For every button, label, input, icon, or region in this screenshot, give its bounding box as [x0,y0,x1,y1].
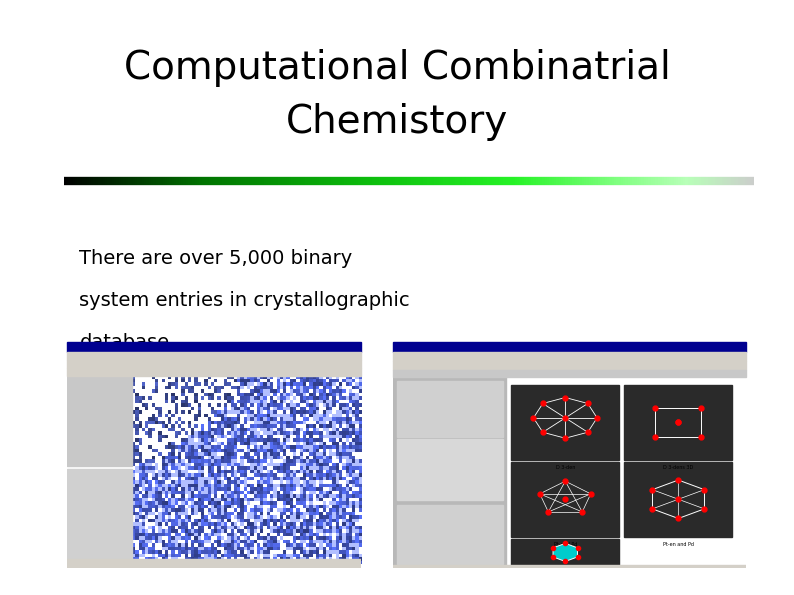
Bar [393,352,746,361]
Text: system entries in crystallographic: system entries in crystallographic [79,291,410,310]
Bar [624,462,732,537]
Bar [393,377,506,568]
Text: Computational Combinatrial: Computational Combinatrial [124,49,670,87]
Text: Pt-en and Pd: Pt-en and Pd [663,542,694,547]
Text: D 3-dens 3D: D 3-dens 3D [663,465,693,470]
Bar [67,375,132,466]
Bar [624,385,732,460]
Text: Chemistory: Chemistory [286,103,508,141]
Text: database.: database. [79,333,175,352]
Text: Pt-en / Pd: Pt-en / Pd [553,542,577,547]
Bar [396,381,503,437]
Text: D 3-den: D 3-den [556,465,575,470]
Bar [511,539,619,566]
Bar [393,370,746,377]
Polygon shape [553,543,577,562]
Bar [511,385,619,460]
Bar [511,462,619,537]
Bar [67,469,132,568]
Bar [67,360,361,368]
Bar [393,342,746,352]
Bar [393,565,746,568]
Bar [67,368,361,376]
Bar [396,505,503,563]
Bar [67,352,361,360]
Bar [67,559,361,568]
Text: There are over 5,000 binary: There are over 5,000 binary [79,249,353,268]
Bar [67,342,361,352]
Bar [396,439,503,500]
Bar [393,361,746,370]
